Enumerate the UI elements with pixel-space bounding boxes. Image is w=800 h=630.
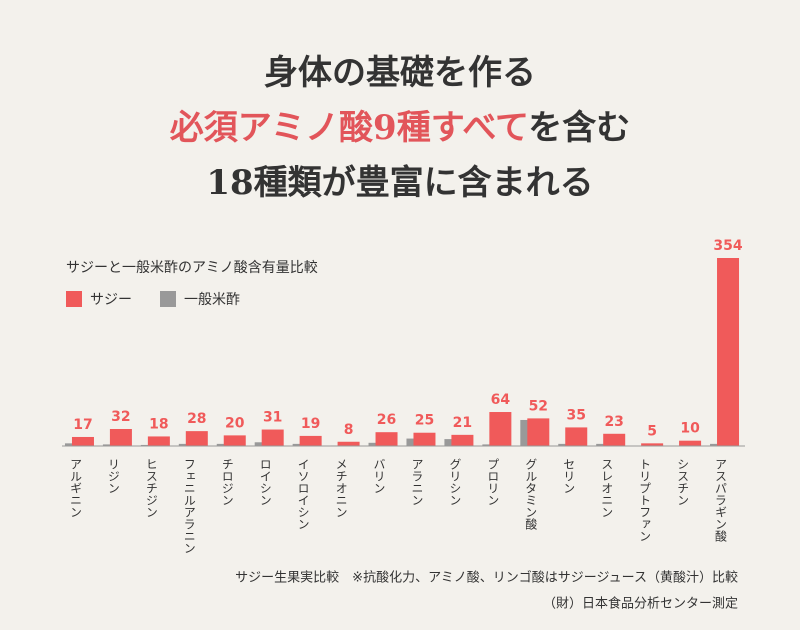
footnote: （財）日本食品分析センター測定	[543, 596, 738, 612]
bar	[64, 443, 77, 446]
x-tick-label: セリン	[562, 458, 576, 494]
value-label: 8	[344, 422, 354, 438]
bar	[717, 258, 740, 446]
x-tick-label: チロジン	[220, 458, 234, 506]
bar	[337, 441, 360, 446]
bar	[596, 443, 609, 446]
value-label: 52	[529, 398, 548, 414]
x-tick-label: グルタミン酸	[524, 458, 538, 530]
x-tick-label: アルギニン	[68, 458, 82, 518]
bar	[147, 436, 170, 446]
x-tick-label: リジン	[106, 458, 120, 494]
bar	[603, 433, 626, 446]
bar	[178, 443, 191, 446]
x-tick-label: アラニン	[410, 458, 424, 506]
bar	[527, 418, 550, 446]
bar	[451, 434, 474, 446]
value-label: 26	[377, 412, 396, 428]
x-tick-label: シスチン	[676, 458, 690, 506]
headline-rest: を含む	[528, 108, 630, 148]
x-tick-label: グリシン	[448, 458, 462, 506]
footnote: サジー生果実比較 ※抗酸化力、アミノ酸、リンゴ酸はサジージュース（黄酸汁）比較	[235, 570, 738, 586]
value-label: 25	[415, 413, 434, 429]
x-tick-label: スレオニン	[600, 458, 614, 518]
headline-highlight: 必須アミノ酸9種すべて	[170, 108, 529, 148]
x-tick-label: ヒスチジン	[144, 458, 158, 518]
bar	[641, 443, 664, 446]
value-label: 19	[301, 416, 320, 432]
bar	[140, 444, 153, 446]
value-label: 354	[713, 238, 742, 254]
value-label: 35	[567, 407, 586, 423]
legend-label: サジー	[90, 292, 132, 308]
value-label: 18	[149, 416, 168, 432]
chart-title: サジーと一般米酢のアミノ酸含有量比較	[66, 260, 318, 276]
x-tick-label: トリプトファン	[638, 458, 652, 542]
bar	[489, 412, 512, 446]
x-tick-label: プロリン	[486, 458, 500, 506]
value-label: 21	[453, 415, 472, 431]
headline: 必須アミノ酸9種すべてを含む	[170, 108, 631, 148]
bar	[413, 432, 436, 446]
bar	[299, 435, 322, 446]
bar	[223, 435, 246, 446]
bar	[375, 432, 398, 446]
bar	[679, 440, 702, 446]
bar	[482, 444, 495, 446]
value-label: 64	[491, 392, 511, 408]
bar	[261, 429, 284, 446]
bar	[254, 442, 267, 446]
bar	[216, 443, 229, 446]
value-label: 28	[187, 411, 206, 427]
bar	[71, 436, 94, 446]
legend-swatch	[66, 291, 82, 307]
value-label: 32	[111, 409, 130, 425]
x-tick-label: メチオニン	[334, 458, 348, 518]
value-label: 17	[73, 417, 92, 433]
x-tick-label: バリン	[372, 458, 386, 494]
headline: 18種類が豊富に含まれる	[206, 163, 593, 203]
x-tick-label: フェニルアラニン	[182, 458, 196, 554]
x-tick-label: ロイシン	[258, 458, 272, 506]
value-label: 23	[604, 414, 623, 430]
bar	[710, 443, 723, 446]
bar	[109, 429, 132, 446]
legend-label: 一般米酢	[184, 292, 240, 308]
headline: 身体の基礎を作る	[264, 53, 536, 93]
bar	[406, 438, 419, 446]
bar	[558, 443, 571, 446]
x-tick-label: アスパラギン酸	[714, 458, 728, 542]
value-label: 20	[225, 415, 245, 431]
bar	[368, 442, 381, 446]
value-label: 5	[647, 423, 657, 439]
bar	[292, 443, 305, 446]
bar	[185, 431, 208, 446]
legend-swatch	[160, 291, 176, 307]
bar	[444, 439, 457, 446]
bar	[102, 444, 115, 446]
value-label: 31	[263, 410, 282, 426]
value-label: 10	[680, 421, 700, 437]
x-tick-label: イソロイシン	[296, 458, 310, 530]
bar	[565, 427, 588, 446]
